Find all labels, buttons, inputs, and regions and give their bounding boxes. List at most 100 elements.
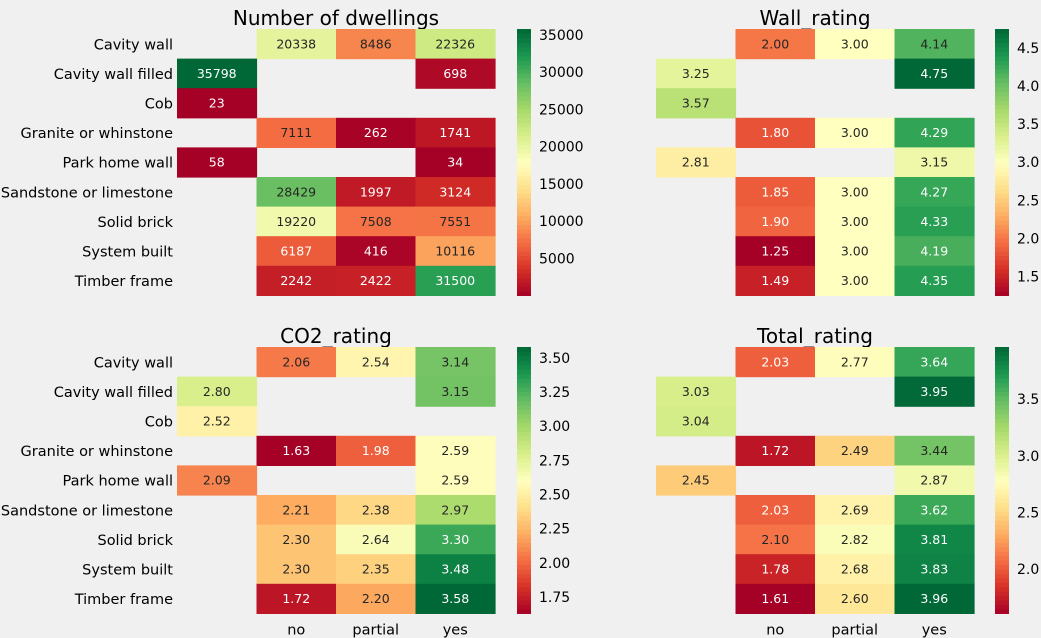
colorbar-segment bbox=[995, 51, 1009, 57]
colorbar-segment bbox=[517, 537, 531, 543]
cell-value-label: 3.00 bbox=[841, 244, 869, 259]
row-label: Granite or whinstone bbox=[21, 444, 174, 460]
cell-value-label: 22326 bbox=[435, 36, 475, 51]
cell-value-label: 2.20 bbox=[362, 591, 390, 606]
colorbar-segment bbox=[517, 55, 531, 61]
panel-title: Wall_rating bbox=[759, 6, 870, 30]
colorbar-tick-label: 3.0 bbox=[1017, 449, 1039, 465]
cell-value-label: 2.60 bbox=[841, 591, 869, 606]
cell-value-label: 2.81 bbox=[682, 155, 710, 170]
colorbar-segment bbox=[995, 493, 1009, 499]
colorbar-segment bbox=[517, 586, 531, 592]
colorbar-tick-label: 2.0 bbox=[1017, 562, 1039, 578]
colorbar-segment bbox=[517, 355, 531, 361]
heatmap-cell bbox=[256, 495, 337, 526]
colorbar-tick-label: 20000 bbox=[539, 140, 584, 156]
heatmap-cell bbox=[656, 147, 737, 178]
colorbar-segment bbox=[995, 100, 1009, 106]
colorbar-segment bbox=[995, 113, 1009, 119]
colorbar-segment bbox=[517, 608, 531, 614]
heatmap-cell bbox=[735, 435, 816, 466]
colorbar-segment bbox=[995, 77, 1009, 83]
heatmap-cell bbox=[336, 583, 417, 614]
cell-value-label: 3.00 bbox=[841, 214, 869, 229]
colorbar-segment bbox=[995, 126, 1009, 132]
colorbar-segment bbox=[517, 100, 531, 106]
heatmap-cell bbox=[656, 406, 737, 437]
colorbar-segment bbox=[995, 171, 1009, 177]
colorbar-segment bbox=[995, 426, 1009, 432]
cell-value-label: 2.45 bbox=[682, 473, 710, 488]
colorbar-segment bbox=[995, 577, 1009, 583]
cell-value-label: 1.80 bbox=[761, 125, 789, 140]
colorbar-segment bbox=[995, 117, 1009, 123]
colorbar-segment bbox=[517, 502, 531, 508]
heatmap-cell bbox=[735, 265, 816, 296]
heatmap-cell bbox=[256, 236, 337, 267]
cell-value-label: 2.64 bbox=[362, 532, 390, 547]
heatmap-cell bbox=[894, 583, 975, 614]
cell-value-label: 2.77 bbox=[841, 354, 869, 369]
row-label: Solid brick bbox=[97, 533, 173, 549]
colorbar-segment bbox=[517, 251, 531, 257]
colorbar: 1.75 2.00 2.25 2.50 2.75 3.00 3.25 3.50 bbox=[517, 347, 570, 614]
colorbar-segment bbox=[517, 153, 531, 159]
colorbar-segment bbox=[995, 560, 1009, 566]
heatmap-cell bbox=[735, 554, 816, 585]
heatmap-panel-3: CO2_rating 2.06 2.54 3.14 2.80 3.15 2.52 1.63 1.… bbox=[1, 324, 570, 638]
colorbar-segment bbox=[517, 453, 531, 459]
cell-value-label: 8486 bbox=[360, 36, 392, 51]
row-label: Sandstone or limestone bbox=[1, 185, 173, 201]
cell-value-label: 1997 bbox=[360, 184, 392, 199]
heatmap-cell bbox=[415, 117, 496, 148]
colorbar-segment bbox=[995, 246, 1009, 252]
row-label: Solid brick bbox=[97, 215, 173, 231]
cell-value-label: 3.44 bbox=[920, 443, 948, 458]
cell-value-label: 1.72 bbox=[761, 443, 789, 458]
row-label: Cob bbox=[145, 97, 173, 113]
colorbar-segment bbox=[517, 95, 531, 101]
colorbar-segment bbox=[995, 91, 1009, 97]
colorbar-segment bbox=[517, 582, 531, 588]
colorbar-segment bbox=[995, 573, 1009, 579]
colorbar-segment bbox=[517, 82, 531, 88]
row-label: Cavity wall filled bbox=[54, 385, 173, 401]
colorbar-tick-label: 35000 bbox=[539, 28, 584, 44]
heatmap-cell bbox=[415, 265, 496, 296]
cell-value-label: 2.06 bbox=[282, 354, 310, 369]
colorbar-segment bbox=[995, 219, 1009, 225]
colorbar-segment bbox=[995, 542, 1009, 548]
row-label: Cavity wall bbox=[94, 355, 173, 371]
cell-value-label: 1.85 bbox=[761, 184, 789, 199]
colorbar-segment bbox=[517, 511, 531, 517]
colorbar-segment bbox=[517, 435, 531, 441]
heatmap-cell bbox=[256, 554, 337, 585]
colorbar-segment bbox=[995, 82, 1009, 88]
colorbar-segment bbox=[517, 162, 531, 168]
cell-value-label: 3.57 bbox=[682, 96, 710, 111]
heatmap-cell bbox=[256, 265, 337, 296]
colorbar-segment bbox=[995, 73, 1009, 79]
colorbar-segment bbox=[995, 373, 1009, 379]
colorbar-segment bbox=[995, 418, 1009, 424]
cell-value-label: 2.03 bbox=[761, 354, 789, 369]
cell-value-label: 2.59 bbox=[441, 443, 469, 458]
colorbar-segment bbox=[995, 46, 1009, 52]
colorbar-segment bbox=[995, 413, 1009, 419]
colorbar-segment bbox=[517, 233, 531, 239]
colorbar-segment bbox=[995, 360, 1009, 366]
colorbar-segment bbox=[517, 193, 531, 199]
colorbar-segment bbox=[517, 268, 531, 274]
colorbar-segment bbox=[995, 37, 1009, 43]
cell-value-label: 3.00 bbox=[841, 273, 869, 288]
colorbar-tick-label: 10000 bbox=[539, 214, 584, 230]
colorbar-segment bbox=[517, 462, 531, 468]
colorbar-segment bbox=[995, 355, 1009, 361]
heatmap-cell bbox=[415, 236, 496, 267]
cell-value-label: 3.48 bbox=[441, 562, 469, 577]
cell-value-label: 1741 bbox=[439, 125, 471, 140]
colorbar-segment bbox=[995, 148, 1009, 154]
colorbar-segment bbox=[517, 51, 531, 57]
heatmap-cell bbox=[256, 206, 337, 237]
colorbar-segment bbox=[995, 179, 1009, 185]
